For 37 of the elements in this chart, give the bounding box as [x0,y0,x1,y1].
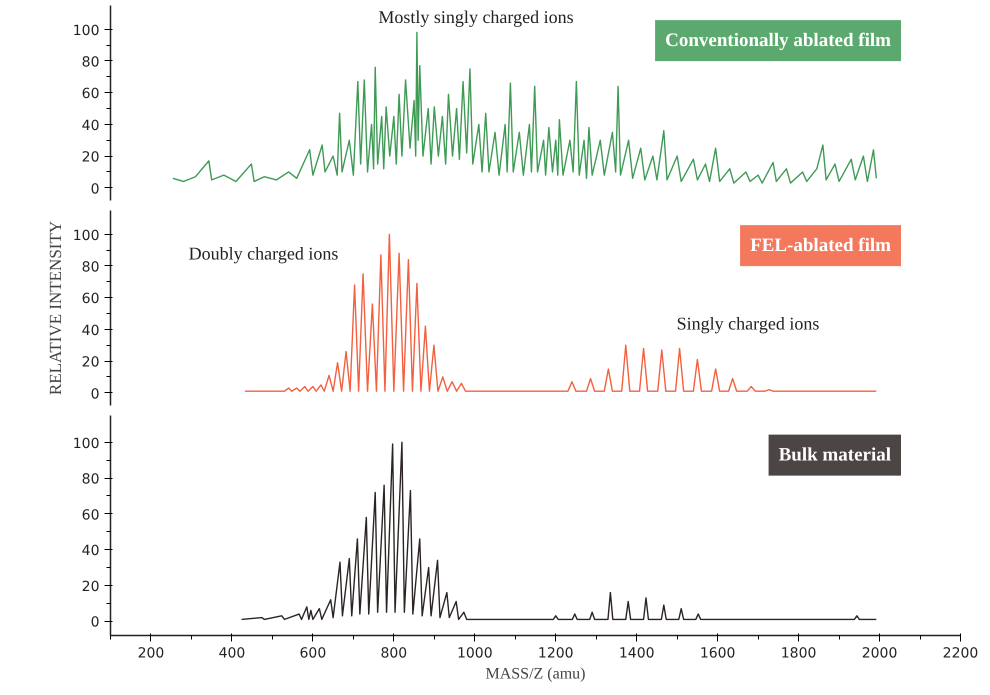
x-tick-label: 600 [300,646,326,662]
x-tick-label: 1400 [618,646,655,662]
x-tick-label: 1000 [456,646,493,662]
y-tick-label: 100 [72,22,100,39]
annotation: Singly charged ions [676,314,820,334]
x-tick-label: 1600 [700,646,736,662]
text: Conventionally ablated film [665,30,892,52]
y-tick-label: 40 [82,118,100,134]
x-tick-label: 1200 [538,646,574,662]
y-tick-label: 100 [72,436,100,452]
x-tick-label: 200 [138,646,164,662]
x-axis-title: MASS/Z (amu) [486,666,586,682]
y-tick-label: 0 [90,614,100,631]
y-tick-label: 40 [82,543,100,560]
y-tick-label: 80 [82,472,100,488]
y-tick-label: 20 [82,354,100,371]
annotation: Doubly charged ions [188,243,338,264]
x-tick-label: 1800 [780,646,816,662]
text: FEL-ablated film [750,235,892,256]
y-tick-label: 20 [82,578,100,595]
y-tick-label: 80 [82,259,100,276]
y-tick-label: 40 [82,322,100,339]
x-tick-label: 400 [218,646,246,662]
y-tick-label: 0 [90,386,100,402]
y-tick-label: 0 [90,181,100,198]
x-tick-label: 2000 [862,646,898,662]
annotation: Mostly singly charged ions [378,7,574,28]
y-tick-label: 60 [82,86,100,102]
y-tick-label: 60 [82,291,100,308]
text: Bulk material [778,444,892,466]
y-tick-label: 100 [72,228,100,244]
y-tick-label: 80 [82,54,100,70]
y-tick-label: 60 [82,507,100,524]
x-tick-label: 2200 [942,646,978,662]
y-tick-label: 20 [82,150,100,166]
y-axis-title: RELATIVE INTENSITY [46,220,65,396]
x-tick-label: 800 [380,646,408,662]
